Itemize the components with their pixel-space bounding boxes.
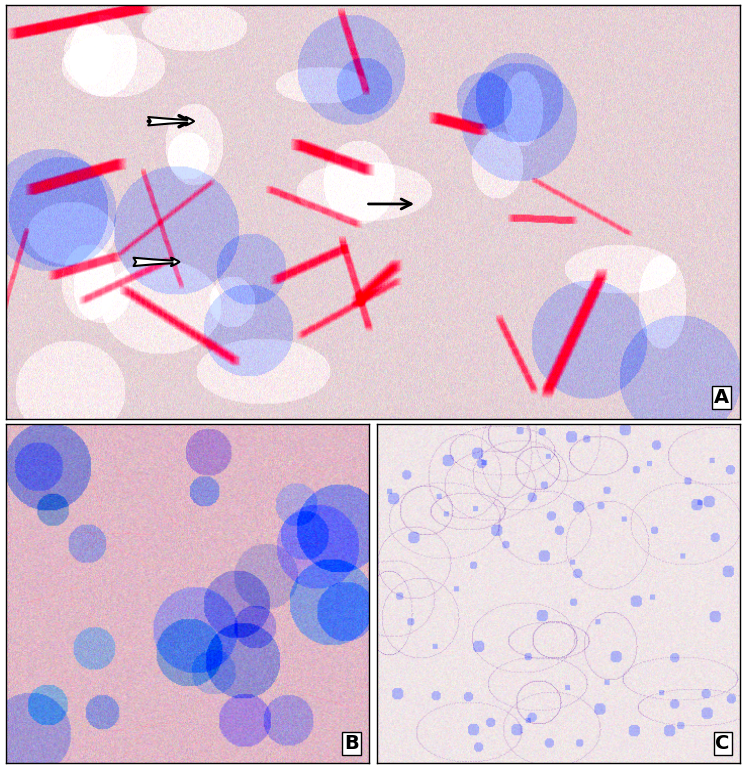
Text: C: C — [715, 734, 730, 753]
Text: B: B — [345, 734, 359, 753]
Text: A: A — [714, 388, 729, 407]
